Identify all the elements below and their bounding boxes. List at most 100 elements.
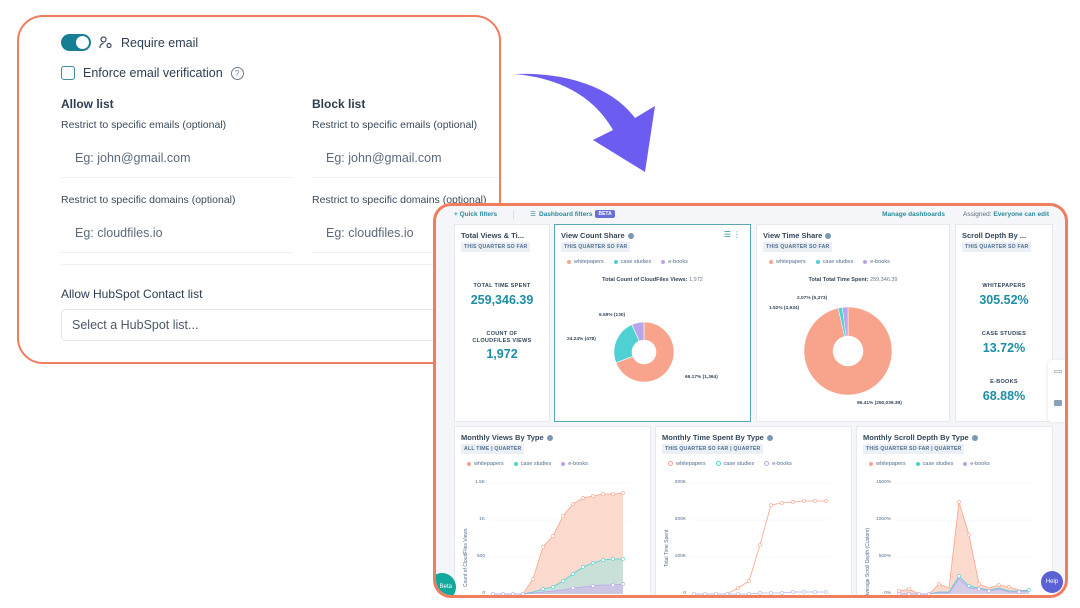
dashboard-filters-button[interactable]: ☰ Dashboard filters BETA <box>530 210 615 218</box>
require-email-row: Require email <box>61 34 198 51</box>
card-title-text: View Count Share <box>561 231 625 240</box>
legend-whitepapers[interactable]: whitepapers <box>668 461 706 467</box>
view-time-donut-chart[interactable] <box>803 306 893 396</box>
legend-ebooks[interactable]: e-books <box>863 259 890 265</box>
require-email-toggle[interactable] <box>61 34 91 51</box>
view-count-value: 1,972 <box>486 347 518 361</box>
y-tick: 0 <box>482 591 485 596</box>
monthly-time-line-chart[interactable] <box>690 481 830 597</box>
legend-case-studies[interactable]: case studies <box>915 461 953 467</box>
legend-case-studies[interactable]: case studies <box>513 461 551 467</box>
card-monthly-views[interactable]: Monthly Views By Type ALL TIME | QUARTER… <box>454 426 651 597</box>
block-list-section: Block list Restrict to specific emails (… <box>312 97 499 269</box>
card-title: Total Views & Ti... <box>461 231 524 240</box>
total-time-label: TOTAL TIME SPENT <box>473 283 531 289</box>
allow-domains-input[interactable]: Eg: cloudfiles.io <box>61 219 293 253</box>
card-title: Monthly Scroll Depth By Type <box>863 433 978 442</box>
legend-ebooks[interactable]: e-books <box>561 461 588 467</box>
y-tick: 300K <box>674 480 686 485</box>
card-title-text: Monthly Scroll Depth By Type <box>863 433 969 442</box>
pie-label-case-studies: 1.52% (3,934) <box>769 306 800 311</box>
info-icon[interactable] <box>971 434 978 441</box>
grid-icon[interactable] <box>1054 370 1062 373</box>
legend-whitepapers[interactable]: whitepapers <box>467 461 504 467</box>
pie-label-ebooks: 6.59% (130) <box>599 313 626 318</box>
pie-label-ebooks: 2.07% (5,373) <box>797 296 828 301</box>
y-tick: 1000% <box>876 517 891 522</box>
total-time-value: 259,346.39 <box>470 293 534 307</box>
info-icon[interactable] <box>627 232 634 239</box>
legend-ebooks[interactable]: e-books <box>764 461 792 467</box>
legend-case-studies[interactable]: case studies <box>815 259 853 265</box>
view-count-donut-chart[interactable] <box>611 319 677 385</box>
pie-heading-label: Total Count of CloudFiles Views: <box>602 277 688 283</box>
block-list-title: Block list <box>312 97 366 111</box>
date-range-chip: ALL TIME | QUARTER <box>461 444 525 454</box>
y-tick: 100K <box>674 554 686 559</box>
hubspot-list-select[interactable]: Select a HubSpot list... <box>61 309 499 341</box>
chart-legend: whitepapers case studies e-books <box>467 461 588 467</box>
y-tick: 500% <box>878 554 891 559</box>
block-emails-input[interactable]: Eg: john@gmail.com <box>312 144 499 178</box>
card-title-text: Monthly Views By Type <box>461 433 544 442</box>
quick-filters-button[interactable]: + Quick filters <box>454 210 498 218</box>
card-view-time-share[interactable]: View Time Share THIS QUARTER SO FAR whit… <box>756 224 950 422</box>
y-tick: 0% <box>884 591 891 596</box>
card-monthly-time-spent[interactable]: Monthly Time Spent By Type THIS QUARTER … <box>655 426 852 597</box>
monthly-scroll-area-chart[interactable] <box>895 481 1035 597</box>
allow-list-section: Allow list Restrict to specific emails (… <box>61 97 293 269</box>
beta-badge: BETA <box>595 210 615 218</box>
card-scroll-depth[interactable]: Scroll Depth By ... THIS QUARTER SO FAR … <box>955 224 1053 422</box>
info-icon[interactable] <box>766 434 773 441</box>
whitepapers-label: WHITEPAPERS <box>982 283 1026 289</box>
case-studies-value: 13.72% <box>982 341 1026 355</box>
chat-icon[interactable] <box>1054 400 1062 406</box>
legend-whitepapers[interactable]: whitepapers <box>567 259 604 265</box>
side-panel-tab[interactable] <box>1048 360 1065 422</box>
toolbar-divider <box>513 209 515 219</box>
filter-list-icon[interactable]: ☰ <box>723 230 733 239</box>
card-title: Monthly Time Spent By Type <box>662 433 773 442</box>
view-count-label: COUNT OF CLOUDFILES VIEWS <box>472 331 532 344</box>
monthly-views-area-chart[interactable] <box>489 481 629 597</box>
pie-heading: Total Count of CloudFiles Views: 1,972 <box>555 277 750 283</box>
chart-legend: whitepapers case studies e-books <box>567 259 688 265</box>
legend-whitepapers[interactable]: whitepapers <box>769 259 806 265</box>
block-domains-input[interactable]: Eg: cloudfiles.io <box>312 219 499 253</box>
help-icon[interactable]: ? <box>230 66 244 80</box>
help-button[interactable]: Help <box>1041 571 1063 593</box>
card-title: Monthly Views By Type <box>461 433 553 442</box>
assigned-value-link[interactable]: Everyone can edit <box>993 210 1049 218</box>
pie-heading: Total Total Time Spent: 259,346.39 <box>757 277 949 283</box>
card-title-text: Monthly Time Spent By Type <box>662 433 764 442</box>
legend-case-studies[interactable]: case studies <box>613 259 651 265</box>
y-axis-title: Total Time Spent <box>664 529 670 567</box>
legend-whitepapers[interactable]: whitepapers <box>869 461 906 467</box>
allow-domains-label: Restrict to specific domains (optional) <box>61 194 236 206</box>
curved-arrow-icon <box>515 73 655 172</box>
date-range-chip: THIS QUARTER SO FAR | QUARTER <box>662 444 764 454</box>
info-icon[interactable] <box>825 232 832 239</box>
allow-emails-input[interactable]: Eg: john@gmail.com <box>61 144 293 178</box>
legend-ebooks[interactable]: e-books <box>963 461 990 467</box>
block-domains-label: Restrict to specific domains (optional) <box>312 194 487 206</box>
card-title-text: View Time Share <box>763 231 823 240</box>
card-view-count-share[interactable]: View Count Share ☰⋮ THIS QUARTER SO FAR … <box>554 224 751 422</box>
card-monthly-scroll-depth[interactable]: Monthly Scroll Depth By Type THIS QUARTE… <box>856 426 1053 597</box>
y-tick: 500 <box>476 554 485 559</box>
y-tick: 0 <box>683 591 686 596</box>
info-icon[interactable] <box>546 434 553 441</box>
date-range-chip: THIS QUARTER SO FAR <box>763 242 833 252</box>
pie-label-whitepapers: 69.17% (1,364) <box>685 375 718 380</box>
manage-dashboards-link[interactable]: Manage dashboards <box>882 210 945 218</box>
legend-ebooks[interactable]: e-books <box>661 259 688 265</box>
assigned-info: Assigned: Everyone can edit <box>963 211 1049 218</box>
card-total-views[interactable]: Total Views & Ti... THIS QUARTER SO FAR … <box>454 224 550 422</box>
legend-case-studies[interactable]: case studies <box>715 461 754 467</box>
enforce-verification-checkbox[interactable] <box>61 66 75 80</box>
beta-button[interactable]: Beta <box>436 573 456 595</box>
assigned-label: Assigned: <box>963 210 992 218</box>
user-settings-icon <box>99 36 113 49</box>
chart-legend: whitepapers case studies e-books <box>668 461 792 467</box>
more-options-icon[interactable]: ⋮ <box>733 230 743 239</box>
